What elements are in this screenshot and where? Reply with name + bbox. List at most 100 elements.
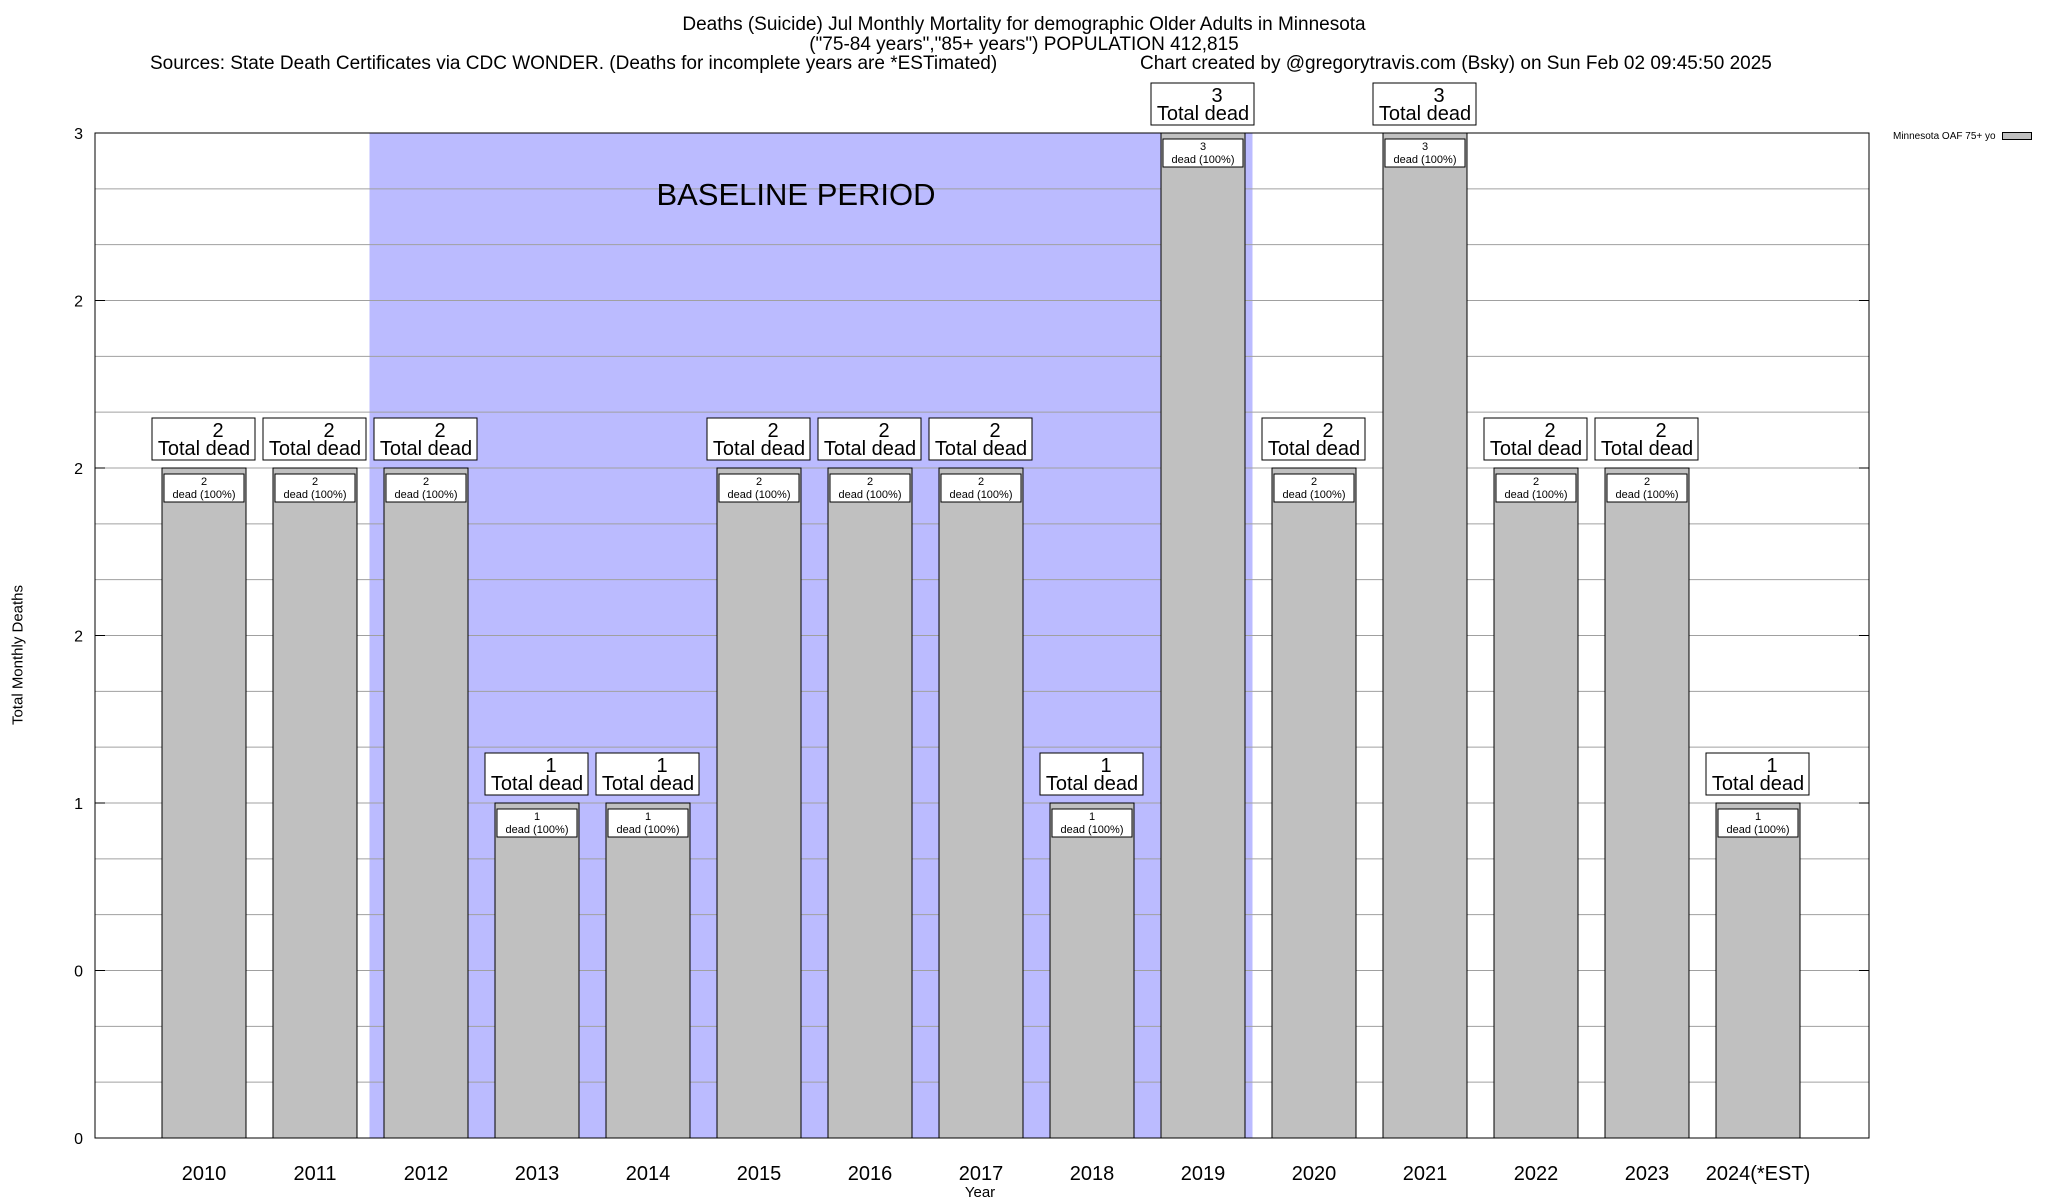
bar-inner-label-box (163, 473, 245, 503)
bar-top-value: 1 (656, 755, 667, 777)
bar-inner-value: 1 (1089, 811, 1095, 823)
bar-inner-label: dead (100%) (506, 824, 569, 836)
bar-inner-value: 2 (1644, 476, 1650, 488)
bar-inner-label: dead (100%) (1616, 489, 1679, 501)
bar-inner-value: 2 (312, 476, 318, 488)
bar-inner-label: dead (100%) (1172, 154, 1235, 166)
bar-inner-value: 2 (978, 476, 984, 488)
bar-top-value: 1 (1766, 755, 1777, 777)
bar-top-label-box (1150, 82, 1255, 126)
bar-inner-label: dead (100%) (1061, 824, 1124, 836)
x-tick-label: 2016 (848, 1163, 893, 1185)
bar-top-value: 3 (1433, 85, 1444, 107)
bar-top-label: Total dead (1046, 773, 1138, 795)
bar-inner-label-box (829, 473, 911, 503)
legend-swatch (2001, 132, 2032, 141)
x-tick-label: 2019 (1181, 1163, 1226, 1185)
bar-inner-label-box (718, 473, 800, 503)
bar (1382, 132, 1468, 1139)
bar-inner-label-box (1717, 808, 1799, 838)
legend-label: Minnesota OAF 75+ yo (1893, 131, 1996, 142)
y-axis-label: Total Monthly Deaths (9, 584, 27, 726)
bar-inner-value: 1 (1755, 811, 1761, 823)
bar-top-value: 2 (767, 420, 778, 442)
bar-inner-value: 2 (867, 476, 873, 488)
baseline-period-label: BASELINE PERIOD (656, 177, 935, 212)
y-tick-label: 3 (74, 126, 83, 143)
bar-top-label-box (262, 417, 367, 461)
bar-top-label: Total dead (269, 438, 361, 460)
bar-inner-label: dead (100%) (1505, 489, 1568, 501)
bar-top-value: 2 (212, 420, 223, 442)
bar-top-label: Total dead (713, 438, 805, 460)
bar-inner-value: 1 (534, 811, 540, 823)
bar-inner-value: 1 (645, 811, 651, 823)
y-tick-label: 0 (74, 1131, 83, 1148)
bar (1493, 467, 1579, 1139)
x-tick-label: 2015 (737, 1163, 782, 1185)
bar-top-value: 2 (323, 420, 334, 442)
bar-inner-label-box (385, 473, 467, 503)
chart-sources: Sources: State Death Certificates via CD… (150, 53, 998, 74)
bar (1160, 132, 1246, 1139)
bar-top-value: 2 (878, 420, 889, 442)
bar-inner-label-box (940, 473, 1022, 503)
bar-top-label: Total dead (935, 438, 1027, 460)
bar (938, 467, 1024, 1139)
bar (1604, 467, 1690, 1139)
bar-inner-label: dead (100%) (1727, 824, 1790, 836)
bar-inner-value: 2 (423, 476, 429, 488)
bar-top-label: Total dead (824, 438, 916, 460)
bar-top-value: 1 (545, 755, 556, 777)
bar (605, 802, 691, 1139)
bar-inner-value: 2 (756, 476, 762, 488)
bar-inner-label: dead (100%) (1394, 154, 1457, 166)
chart-title-line-1: Deaths (Suicide) Jul Monthly Mortality f… (682, 14, 1366, 35)
x-tick-label: 2013 (515, 1163, 560, 1185)
bar-top-label-box (928, 417, 1033, 461)
bar (1049, 802, 1135, 1139)
x-axis-label: Year (965, 1184, 995, 1200)
bar-top-label-box (1261, 417, 1366, 461)
x-tick-label: 2017 (959, 1163, 1004, 1185)
bar-top-label-box (1594, 417, 1699, 461)
y-tick-label: 1 (74, 796, 83, 813)
bar (1715, 802, 1801, 1139)
bar-inner-label-box (496, 808, 578, 838)
bar-inner-label: dead (100%) (950, 489, 1013, 501)
x-tick-label: 2011 (293, 1163, 336, 1185)
bar-top-value: 2 (1322, 420, 1333, 442)
bar-top-label-box (817, 417, 922, 461)
bar-top-label: Total dead (158, 438, 250, 460)
bar-inner-label: dead (100%) (728, 489, 791, 501)
x-tick-label: 2024(*EST) (1706, 1163, 1811, 1185)
bar-inner-value: 2 (201, 476, 207, 488)
bar-inner-label: dead (100%) (173, 489, 236, 501)
bar-top-label-box (484, 752, 589, 796)
chart-credit: Chart created by @gregorytravis.com (Bsk… (1140, 53, 1772, 74)
bar-top-label: Total dead (491, 773, 583, 795)
bar-inner-label: dead (100%) (617, 824, 680, 836)
bar-top-label-box (1372, 82, 1477, 126)
bar-top-value: 2 (1544, 420, 1555, 442)
bar-top-label-box (706, 417, 811, 461)
bar-top-label-box (1483, 417, 1588, 461)
bar-top-label-box (373, 417, 478, 461)
bar-inner-label-box (1495, 473, 1577, 503)
bar-inner-value: 3 (1200, 141, 1206, 153)
chart-title-line-2: ("75-84 years","85+ years") POPULATION 4… (809, 34, 1239, 55)
bar-top-label: Total dead (1601, 438, 1693, 460)
x-tick-label: 2014 (626, 1163, 671, 1185)
bar-top-label: Total dead (1490, 438, 1582, 460)
y-tick-label: 2 (74, 294, 83, 311)
bar-inner-label: dead (100%) (284, 489, 347, 501)
bar-top-value: 3 (1211, 85, 1222, 107)
bar (494, 802, 580, 1139)
bar (827, 467, 913, 1139)
bar (716, 467, 802, 1139)
y-tick-label: 2 (74, 629, 83, 646)
bar-inner-label-box (1162, 138, 1244, 168)
bar-top-label: Total dead (1379, 103, 1471, 125)
bar (272, 467, 358, 1139)
